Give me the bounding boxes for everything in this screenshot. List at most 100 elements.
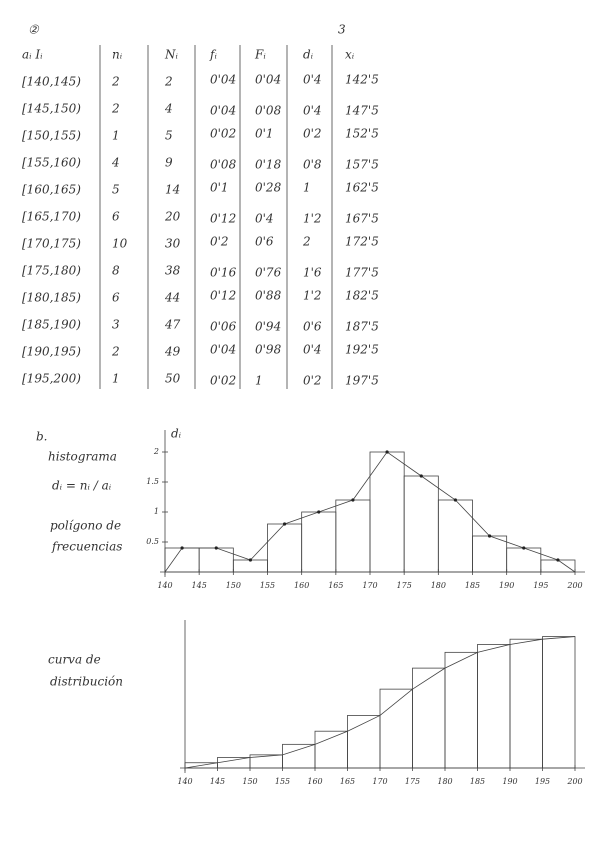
table-cell: [170,175)	[22, 237, 81, 251]
y-tick-label: 0.5	[146, 537, 159, 546]
table-cell: 0'16	[210, 266, 237, 280]
bar	[217, 757, 251, 769]
table-cell: 0'12	[210, 289, 236, 303]
curve-label: distribución	[50, 675, 123, 689]
table-cell: 0'04	[210, 73, 236, 87]
table-cell: 157'5	[345, 158, 379, 172]
bar	[444, 651, 478, 769]
table-cell: 0'02	[210, 374, 236, 388]
table-cell: 0'1	[210, 181, 229, 195]
table-cell: 5	[165, 129, 173, 143]
table-cell: 30	[165, 237, 181, 251]
table-cell: 38	[165, 264, 181, 278]
y-tick-label: 1	[154, 507, 159, 516]
polygon-point	[317, 510, 321, 514]
table-cell: 0'8	[303, 158, 322, 172]
table-cell: [195,200)	[22, 372, 81, 386]
table-cell: 0'08	[210, 158, 237, 172]
table-cell: 44	[164, 291, 180, 305]
table-cell: 197'5	[345, 374, 379, 388]
polygon-label: frecuencias	[51, 540, 122, 554]
table-cell: 0'08	[255, 104, 282, 118]
table-cell: 142'5	[345, 73, 379, 87]
table-cell: 1'2	[303, 289, 322, 303]
table-cell: 0'4	[303, 343, 322, 357]
table-cell: 0'28	[255, 181, 282, 195]
table-cell: 2	[302, 235, 311, 249]
bar	[403, 475, 439, 573]
bar	[540, 559, 576, 573]
polygon-point	[351, 498, 355, 502]
table-cell: [185,190)	[22, 318, 81, 332]
x-tick-label: 160	[294, 581, 309, 590]
table-cell: [150,155)	[22, 129, 81, 143]
x-tick-label: 155	[260, 581, 275, 590]
y-axis-label: dᵢ	[171, 427, 182, 441]
polygon-point	[487, 534, 492, 538]
bar	[412, 667, 446, 769]
bar	[379, 688, 413, 769]
column-header: aᵢ Iᵢ	[22, 48, 43, 62]
table-cell: 49	[164, 345, 181, 359]
x-tick-label: 175	[397, 581, 412, 590]
table-cell: 2	[111, 345, 120, 359]
x-tick-label: 195	[533, 581, 548, 590]
table-cell: 2	[111, 102, 120, 116]
x-tick-label: 140	[177, 777, 192, 786]
table-cell: 152'5	[345, 127, 379, 141]
table-cell: 0'02	[210, 127, 236, 141]
column-header: xᵢ	[345, 48, 355, 62]
table-cell: 20	[164, 210, 181, 224]
table-cell: 0'4	[303, 104, 322, 118]
bar	[301, 511, 337, 573]
bar	[335, 499, 371, 573]
table-cell: 6	[112, 210, 120, 224]
table-cell: 1	[112, 372, 120, 386]
table-cell: 1	[112, 129, 120, 143]
x-tick-label: 200	[566, 581, 582, 590]
bar	[164, 547, 200, 573]
table-cell: 14	[165, 183, 180, 197]
polygon-point	[180, 546, 184, 550]
x-tick-label: 180	[437, 777, 452, 786]
table-cell: 0'2	[303, 374, 322, 388]
table-cell: 167'5	[345, 212, 379, 226]
table-cell: 0'2	[303, 127, 322, 141]
table-cell: [190,195)	[22, 345, 81, 359]
table-cell: 0'12	[210, 212, 236, 226]
y-tick-label: 2	[153, 447, 159, 456]
table-cell: 0'2	[210, 235, 229, 249]
x-tick-label: 175	[405, 777, 420, 786]
table-cell: 9	[165, 156, 173, 170]
x-tick-label: 180	[431, 581, 446, 590]
column-header: dᵢ	[303, 48, 314, 62]
polygon-point	[214, 546, 218, 550]
table-cell: 162'5	[345, 181, 379, 195]
table-cell: 4	[111, 156, 120, 170]
bar	[509, 638, 543, 769]
bar	[369, 451, 405, 573]
table-cell: [165,170)	[22, 210, 81, 224]
polygon-point	[453, 498, 458, 502]
table-cell: 172'5	[345, 235, 379, 249]
table-cell: 2	[111, 75, 120, 89]
y-tick-label: 1.5	[146, 477, 159, 486]
x-tick-label: 145	[210, 777, 225, 786]
x-tick-label: 150	[242, 777, 257, 786]
x-tick-label: 165	[328, 581, 343, 590]
bar	[542, 636, 576, 769]
bar	[477, 644, 511, 769]
table-cell: 192'5	[345, 343, 379, 357]
table-cell: [140,145)	[22, 75, 81, 89]
table-cell: 1	[303, 181, 311, 195]
bar	[267, 523, 303, 573]
page-number: 3	[338, 23, 346, 37]
bar	[506, 547, 542, 573]
x-tick-label: 170	[372, 777, 387, 786]
table-cell: 5	[112, 183, 120, 197]
frequency-polygon	[164, 451, 576, 573]
x-tick-label: 155	[275, 777, 290, 786]
table-cell: 0'88	[255, 289, 282, 303]
part-label: b.	[36, 430, 48, 444]
